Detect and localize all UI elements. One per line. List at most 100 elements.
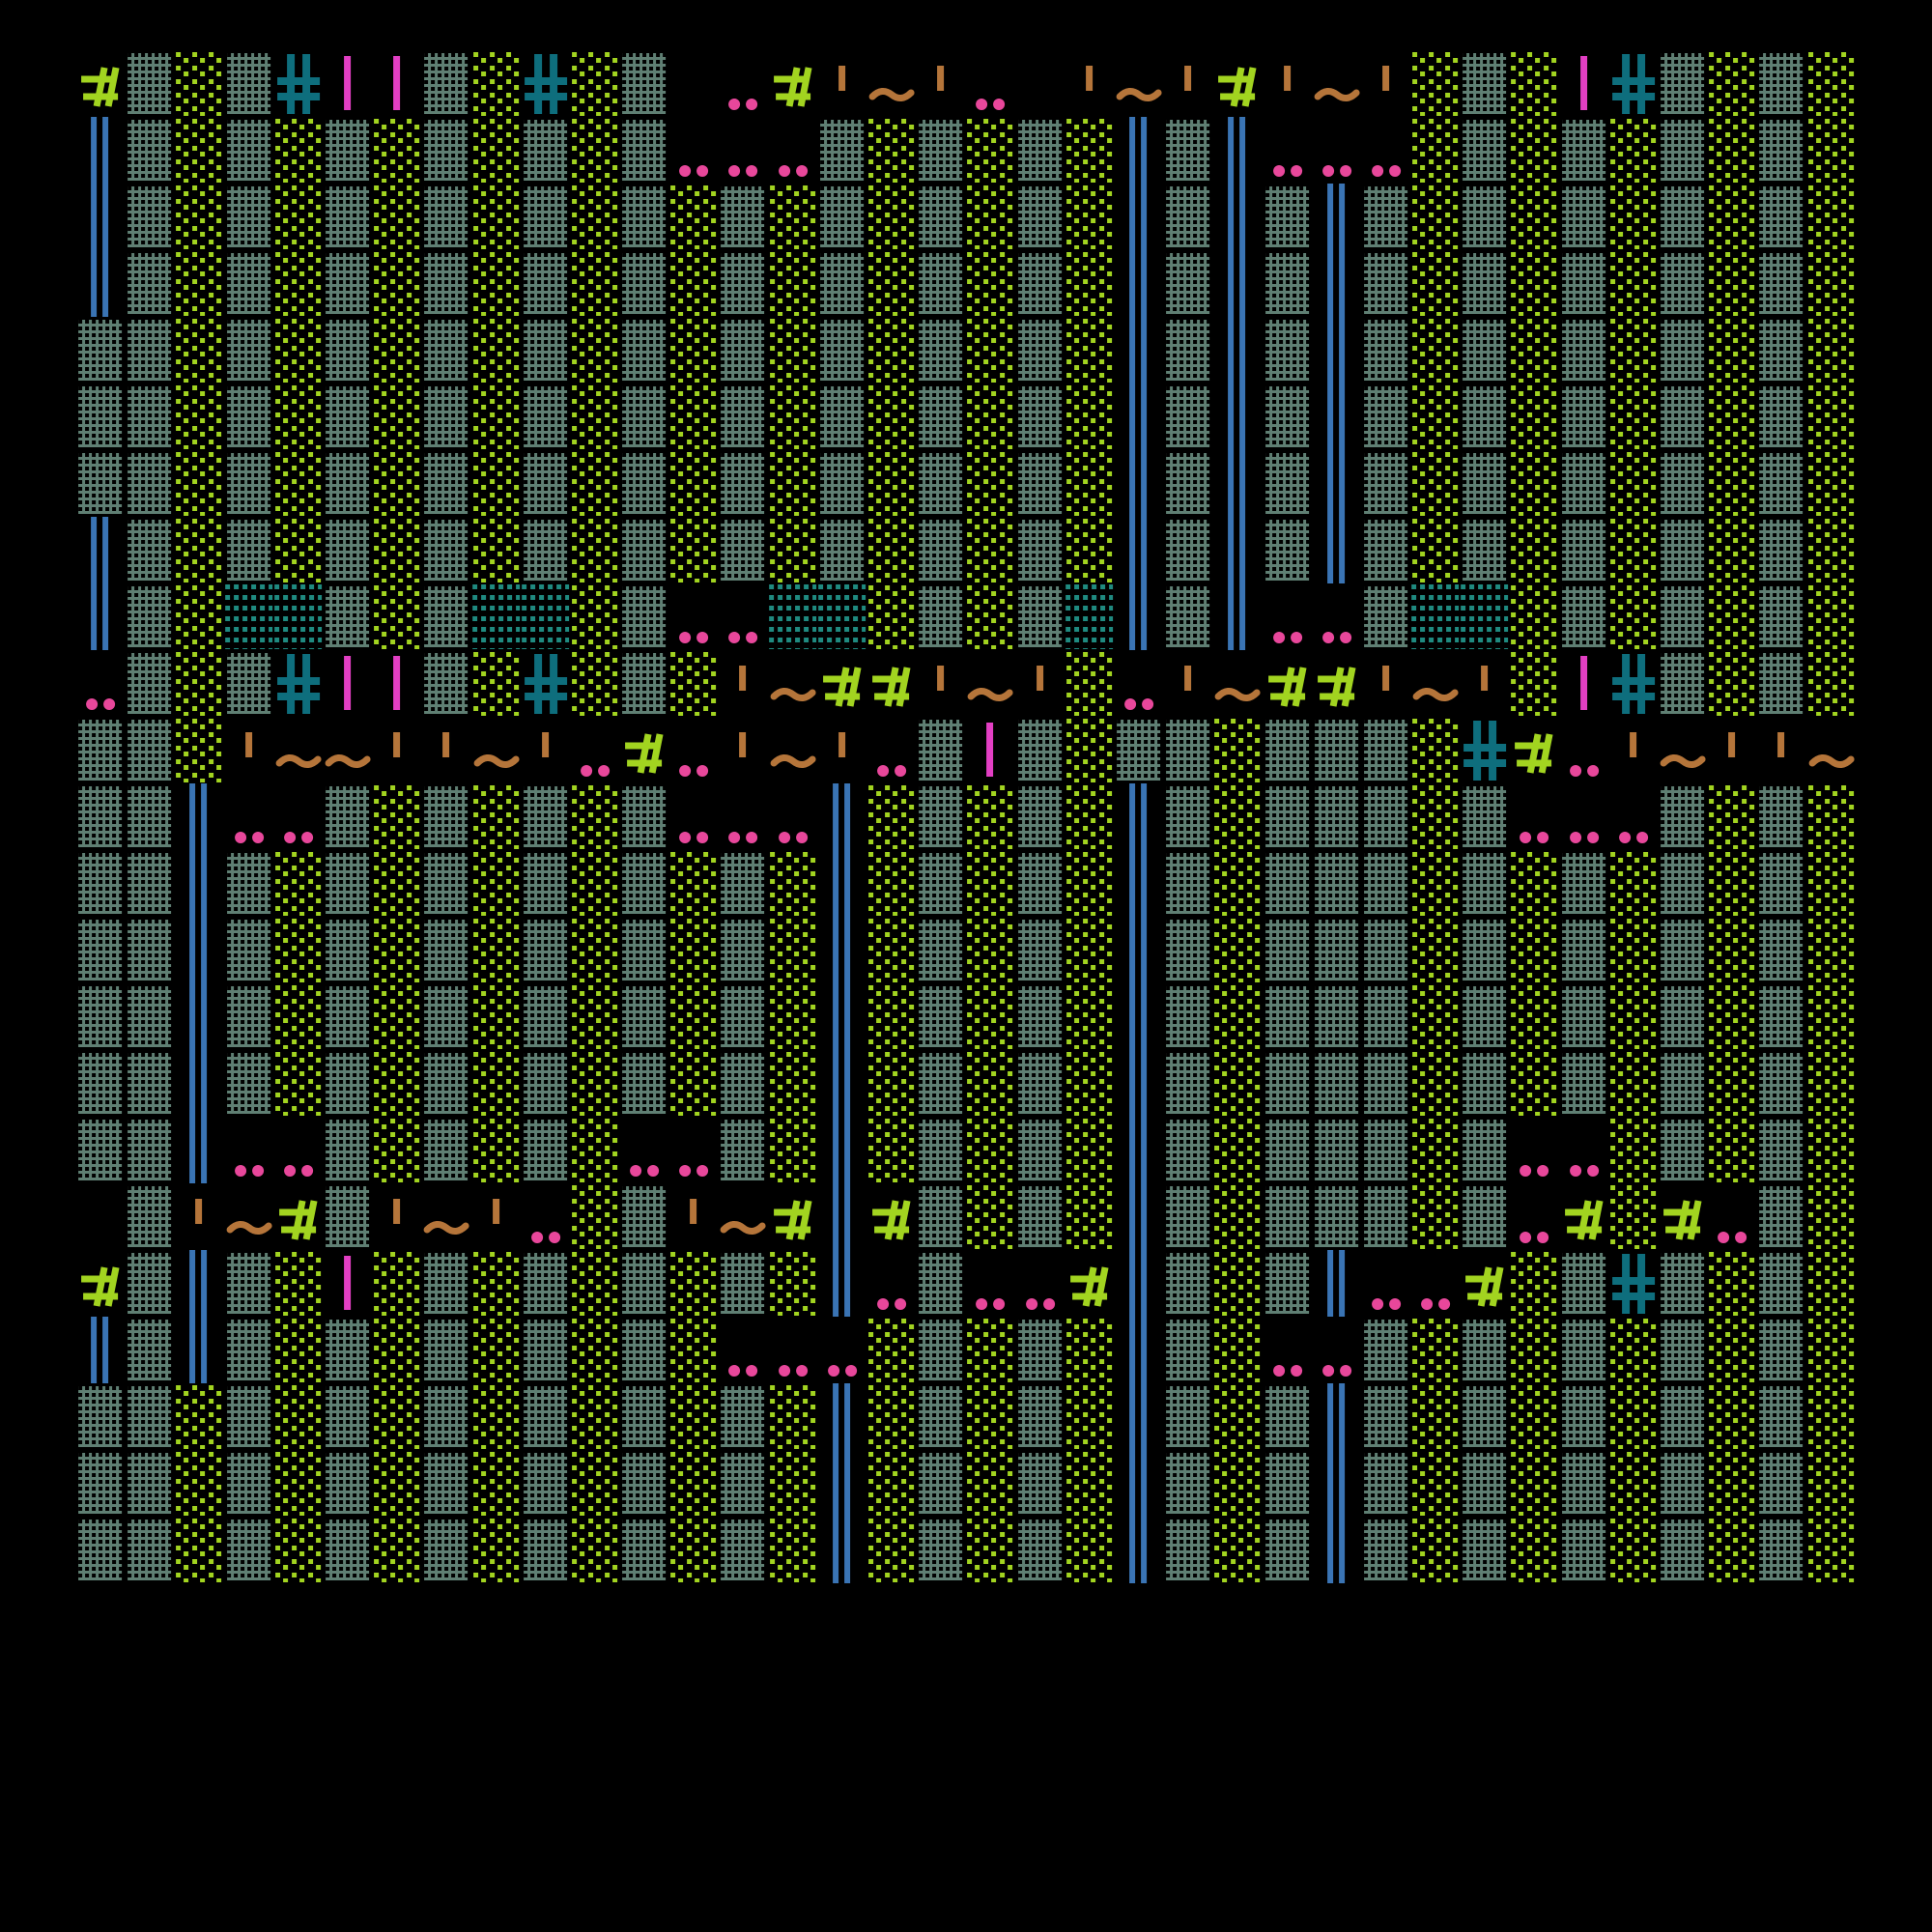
- dot-field-glyph: [1608, 518, 1657, 582]
- sage-block-glyph: [1163, 983, 1212, 1050]
- sage-block-glyph: [326, 186, 370, 247]
- green-dot-field-glyph: [668, 317, 718, 384]
- sage-block-glyph: [128, 1386, 172, 1447]
- sage-block-glyph: [619, 184, 668, 250]
- dot-field-glyph: [175, 185, 223, 249]
- sage-block-glyph: [619, 1517, 668, 1583]
- brown-quote-glyph: [668, 1183, 718, 1250]
- green-dot-field-glyph: [1065, 1450, 1114, 1517]
- art-row: [75, 783, 1857, 850]
- dot-field-glyph: [373, 1318, 421, 1382]
- dot-field-glyph: [471, 851, 520, 916]
- dot-field-glyph: [1608, 1318, 1657, 1382]
- sage-block-glyph: [323, 117, 372, 184]
- dot-field-glyph: [1708, 918, 1756, 982]
- green-dot-field-glyph: [1410, 50, 1460, 117]
- green-dot-field-glyph: [273, 517, 323, 583]
- sage-block-glyph: [1363, 720, 1407, 781]
- sage-block-glyph: [916, 917, 965, 983]
- green-dot-field-glyph: [1707, 583, 1756, 650]
- green-dot-field-glyph: [1707, 917, 1756, 983]
- sage-block-glyph: [718, 983, 767, 1050]
- green-dot-field-glyph: [273, 450, 323, 517]
- sage-block-glyph: [326, 1120, 370, 1180]
- green-dot-field-glyph: [273, 1517, 323, 1583]
- dot-field-glyph: [1806, 251, 1855, 316]
- sage-block-glyph: [1015, 184, 1065, 250]
- pink-dots-glyph: [965, 1250, 1014, 1317]
- green-dot-field-glyph: [965, 1050, 1014, 1117]
- sage-block-glyph: [1559, 450, 1608, 517]
- green-dot-field-glyph: [1509, 1317, 1558, 1383]
- green-dot-field-glyph: [965, 917, 1014, 983]
- sage-block-glyph: [125, 1050, 174, 1117]
- sage-block-glyph: [916, 517, 965, 583]
- teal-dot-field-glyph: [817, 583, 867, 650]
- sage-block-glyph: [75, 1517, 125, 1583]
- brown-tilde-glyph: [1658, 717, 1707, 783]
- green-dot-field-glyph: [1509, 1050, 1558, 1117]
- green-dot-field-glyph: [471, 450, 521, 517]
- sage-block-glyph: [622, 786, 667, 847]
- sage-block-glyph: [1361, 384, 1410, 450]
- green-dot-field-glyph: [1065, 650, 1114, 717]
- sage-block-glyph: [1163, 583, 1212, 650]
- dot-field-glyph: [1411, 718, 1460, 782]
- dot-field-glyph: [1510, 1051, 1558, 1116]
- green-dot-field-glyph: [1212, 1250, 1262, 1317]
- sage-block-glyph: [619, 583, 668, 650]
- sage-block-glyph: [125, 517, 174, 583]
- sage-block-glyph: [1463, 1453, 1507, 1514]
- sage-block-glyph: [817, 250, 867, 317]
- sage-block-glyph: [718, 517, 767, 583]
- sage-block-glyph: [326, 120, 370, 181]
- sage-block-glyph: [1263, 384, 1312, 450]
- sage-block-glyph: [521, 317, 570, 384]
- dot-field-glyph: [1065, 118, 1113, 183]
- dot-field-glyph: [1708, 584, 1756, 649]
- green-dot-field-glyph: [1806, 783, 1856, 850]
- green-dot-field-glyph: [1212, 1050, 1262, 1117]
- dot-field-glyph: [570, 1118, 618, 1182]
- sage-block-glyph: [1463, 1186, 1507, 1247]
- dot-field-glyph: [175, 518, 223, 582]
- green-dot-field-glyph: [768, 1450, 817, 1517]
- sage-block-glyph: [1658, 50, 1707, 117]
- dot-field-glyph: [570, 384, 618, 449]
- sage-block-glyph: [718, 850, 767, 917]
- green-dot-field-glyph: [1212, 850, 1262, 917]
- dot-field-glyph: [966, 518, 1014, 582]
- sage-block-glyph: [1759, 1120, 1804, 1180]
- sage-block-glyph: [1661, 520, 1705, 581]
- dot-field-glyph: [570, 1384, 618, 1449]
- dot-field-glyph: [273, 918, 322, 982]
- green-dot-field-glyph: [570, 50, 619, 117]
- green-dot-field-glyph: [1212, 983, 1262, 1050]
- blue-bar-glyph: [1114, 1517, 1163, 1583]
- green-dot-field-glyph: [1806, 1517, 1856, 1583]
- dot-field-glyph: [175, 118, 223, 183]
- brown-quote-glyph: [372, 1183, 421, 1250]
- blue-bar-glyph: [1114, 117, 1163, 184]
- sage-block-glyph: [1559, 384, 1608, 450]
- sage-block-glyph: [125, 650, 174, 717]
- dot-field-glyph: [1806, 518, 1855, 582]
- green-dot-field-glyph: [965, 1383, 1014, 1450]
- sage-block-glyph: [1163, 1517, 1212, 1583]
- sage-block-glyph: [1759, 653, 1804, 714]
- sage-block-glyph: [1163, 317, 1212, 384]
- sage-block-glyph: [1361, 317, 1410, 384]
- green-dot-field-glyph: [668, 384, 718, 450]
- dot-field-glyph: [1608, 318, 1657, 383]
- art-row: [75, 717, 1857, 783]
- sage-block-glyph: [1263, 1450, 1312, 1517]
- green-dot-field-glyph: [1608, 1050, 1658, 1117]
- hash-glyph: [1509, 717, 1558, 783]
- sage-block-glyph: [1166, 1453, 1210, 1514]
- sage-block-glyph: [1263, 1117, 1312, 1183]
- brown-tilde-glyph: [1114, 50, 1163, 117]
- green-dot-field-glyph: [1410, 917, 1460, 983]
- sage-block-glyph: [622, 653, 667, 714]
- brown-quote-glyph: [174, 1183, 223, 1250]
- green-dot-field-glyph: [1065, 250, 1114, 317]
